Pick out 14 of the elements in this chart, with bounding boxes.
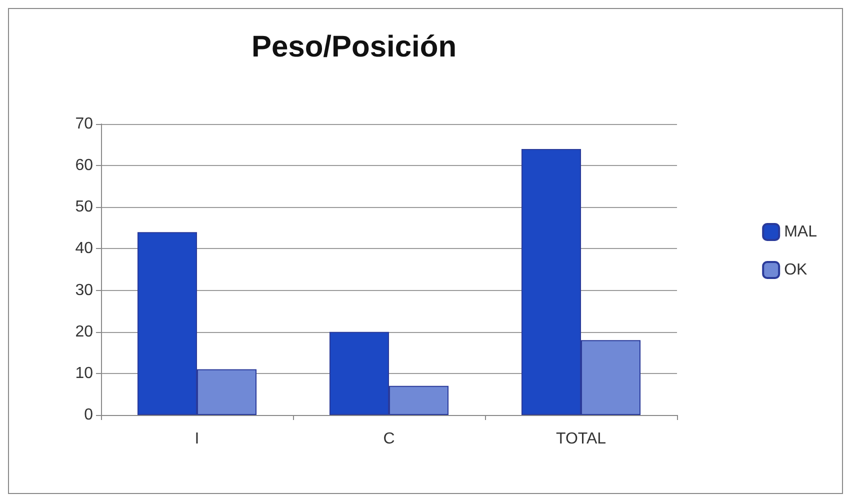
y-tick-label: 70: [75, 116, 94, 132]
y-tick-label: 60: [75, 157, 94, 174]
y-tick-label: 40: [75, 240, 94, 258]
legend-label: MAL: [784, 224, 818, 240]
x-tick-label: I: [194, 430, 200, 448]
y-tick-label: 10: [75, 364, 94, 382]
y-tick-label: 30: [75, 282, 94, 299]
chart-title: Peso/Posición: [251, 30, 457, 64]
x-tick-label: C: [383, 430, 395, 448]
y-tick-label: 20: [75, 323, 94, 340]
y-tick-label: 50: [75, 198, 94, 216]
legend-label: OK: [784, 262, 808, 278]
x-tick-label: TOTAL: [556, 430, 606, 448]
y-tick-label: 0: [84, 406, 94, 424]
